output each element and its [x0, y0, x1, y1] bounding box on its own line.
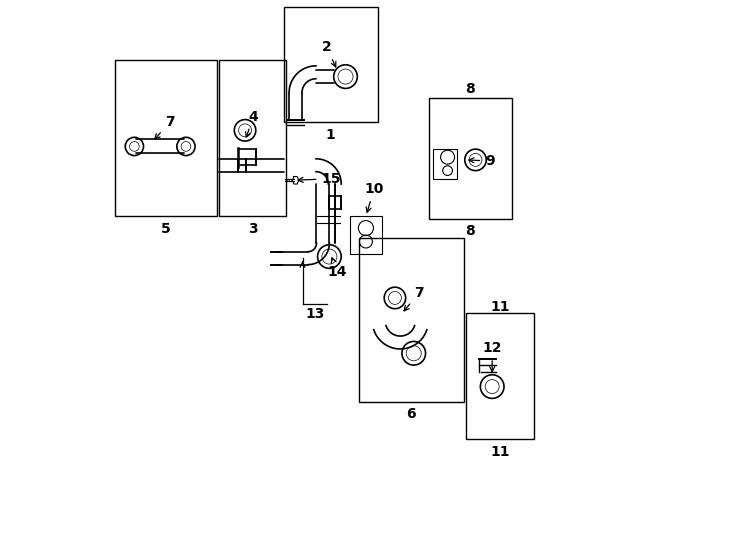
Text: 11: 11: [490, 444, 510, 458]
Text: 8: 8: [465, 224, 475, 238]
Bar: [466, 313, 534, 439]
Text: 12: 12: [482, 341, 502, 372]
Text: 14: 14: [327, 258, 347, 279]
Text: 7: 7: [404, 286, 424, 311]
Bar: [359, 238, 464, 402]
Text: 10: 10: [364, 182, 384, 212]
Text: 13: 13: [305, 307, 324, 321]
Text: 8: 8: [465, 83, 475, 97]
Text: 6: 6: [406, 407, 416, 421]
Bar: [219, 60, 286, 217]
Bar: [429, 98, 512, 219]
Bar: [284, 7, 378, 122]
Text: 1: 1: [326, 127, 335, 141]
Bar: [115, 60, 217, 217]
Text: 2: 2: [321, 40, 336, 67]
Text: 7: 7: [155, 115, 175, 139]
Text: 4: 4: [246, 110, 258, 137]
Text: 5: 5: [161, 221, 170, 235]
Text: 3: 3: [248, 221, 258, 235]
Text: 11: 11: [490, 300, 510, 314]
Text: 15: 15: [298, 172, 341, 186]
Text: 9: 9: [469, 154, 495, 168]
